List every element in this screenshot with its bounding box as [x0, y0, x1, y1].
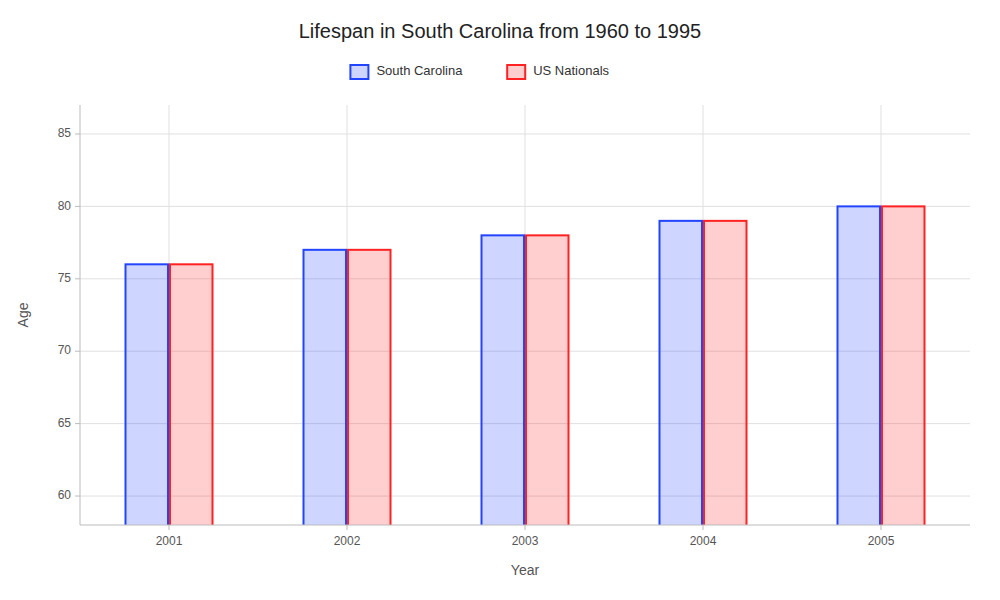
legend-label: South Carolina	[376, 63, 463, 78]
bar	[304, 250, 347, 525]
legend: South Carolina US Nationals	[350, 63, 609, 79]
axes: 60 65 70 75 80 85 2001 2002 2003 2004 2005	[58, 105, 970, 548]
bar	[882, 206, 925, 525]
bar	[348, 250, 391, 525]
bar	[126, 264, 169, 525]
chart-container: 60 65 70 75 80 85 2001 2002 2003 2004 2005 Year Age L…	[0, 0, 1000, 600]
x-tick	[169, 525, 170, 530]
bar	[482, 235, 525, 525]
y-tick	[75, 496, 80, 497]
x-tick-label: 2001	[156, 534, 183, 548]
y-tick	[75, 423, 80, 424]
x-tick	[525, 525, 526, 530]
bar	[838, 206, 881, 525]
y-tick	[75, 206, 80, 207]
y-tick-label: 65	[58, 416, 72, 430]
y-tick-label: 60	[58, 488, 72, 502]
legend-swatch	[507, 65, 525, 79]
y-tick-label: 70	[58, 343, 72, 357]
legend-label: US Nationals	[533, 63, 609, 78]
x-tick-label: 2003	[512, 534, 539, 548]
x-tick-label: 2005	[868, 534, 895, 548]
x-tick-label: 2004	[690, 534, 717, 548]
x-tick	[703, 525, 704, 530]
y-axis-line	[80, 105, 81, 525]
y-tick-label: 85	[58, 126, 72, 140]
y-tick-label: 80	[58, 199, 72, 213]
y-tick	[75, 133, 80, 134]
x-tick-label: 2002	[334, 534, 361, 548]
title: Lifespan in South Carolina from 1960 to …	[299, 20, 702, 42]
bar	[704, 221, 747, 525]
y-tick-label: 75	[58, 271, 72, 285]
legend-swatch	[350, 65, 368, 79]
bar	[170, 264, 213, 525]
bars	[126, 206, 925, 525]
y-tick	[75, 351, 80, 352]
x-axis-label: Year	[511, 562, 540, 578]
bar	[526, 235, 569, 525]
y-tick	[75, 278, 80, 279]
chart-svg: 60 65 70 75 80 85 2001 2002 2003 2004 2005 Year Age L…	[0, 0, 1000, 600]
y-axis-label: Age	[15, 302, 31, 327]
bar	[660, 221, 703, 525]
x-tick	[881, 525, 882, 530]
x-tick	[347, 525, 348, 530]
